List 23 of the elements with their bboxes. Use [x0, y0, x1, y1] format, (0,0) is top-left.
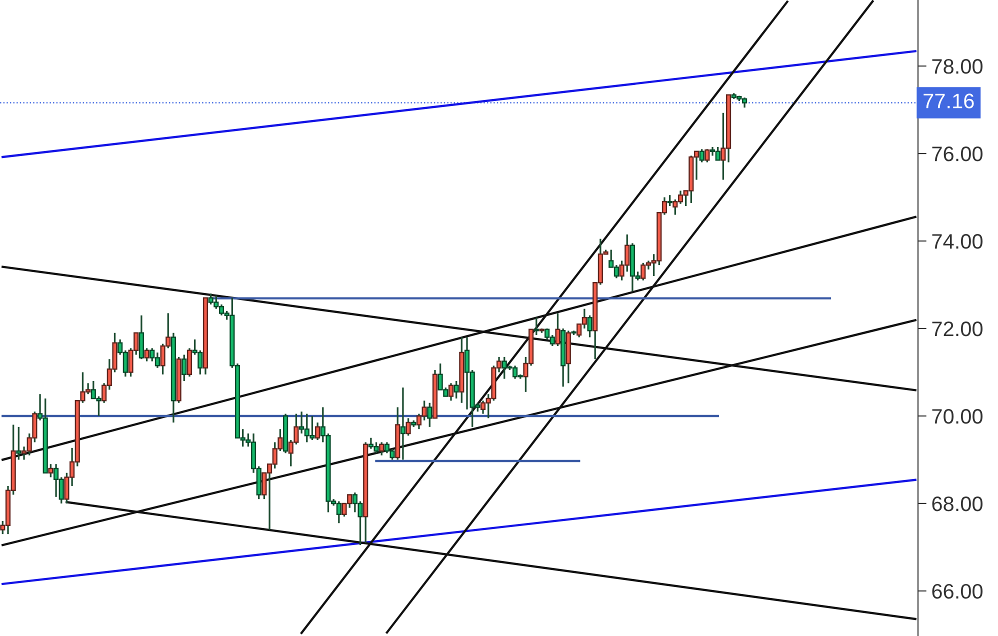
candlestick [667, 194, 672, 207]
candlestick [16, 426, 22, 461]
ref-line-label: 77.16 [924, 94, 974, 108]
candlestick [144, 347, 150, 362]
candlestick [48, 463, 54, 478]
candlestick [534, 316, 539, 336]
candlestick [448, 382, 454, 402]
y-tick-label: 72.00 [932, 322, 983, 336]
candlestick [427, 402, 432, 428]
y-tick-label: 68.00 [932, 496, 983, 512]
y-tick-label: 74.00 [932, 234, 983, 249]
y-tick-label: 66.00 [932, 584, 983, 599]
candlestick [400, 386, 406, 461]
candlestick [315, 422, 320, 441]
candlestick [182, 354, 187, 382]
candlestick [406, 417, 411, 436]
candlestick [454, 380, 459, 400]
y-tick-label: 76.00 [932, 146, 983, 162]
candlestick [704, 148, 710, 164]
y-tick-label: 78.00 [932, 59, 983, 74]
y-tick-label: 70.00 [932, 408, 983, 424]
candlestick [379, 441, 384, 456]
candlestick [699, 148, 704, 164]
